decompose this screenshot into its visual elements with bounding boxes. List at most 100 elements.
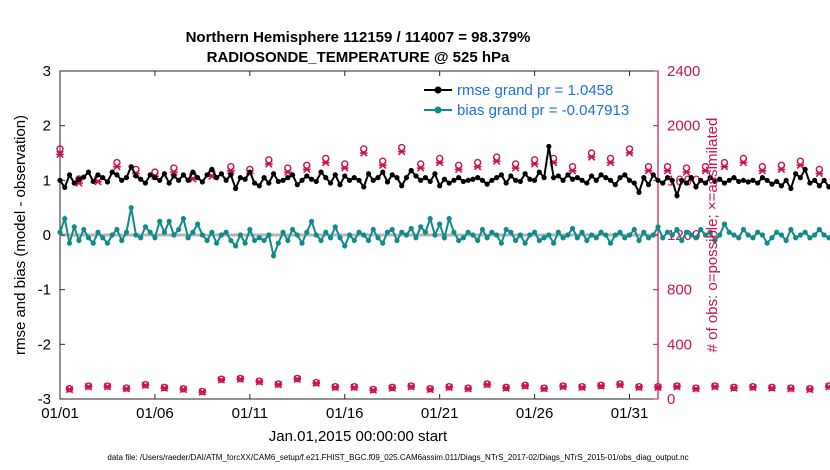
bias-point <box>318 237 324 244</box>
bias-point <box>494 232 500 238</box>
rmse-point <box>413 173 419 179</box>
chart-subtitle: RADIOSONDE_TEMPERATURE @ 525 hPa <box>207 49 510 66</box>
rmse-point <box>484 181 490 187</box>
obs-assimilated-marker <box>673 382 681 391</box>
bias-point <box>346 232 353 238</box>
rmse-point <box>408 167 414 174</box>
rmse-point <box>432 171 438 177</box>
y2-tick-label: 2000 <box>667 118 700 135</box>
obs-assimilated-marker <box>711 382 719 391</box>
rmse-point <box>565 172 571 178</box>
bias-point <box>138 235 144 241</box>
obs-assimilated-marker <box>616 380 624 389</box>
bias-point <box>812 232 818 238</box>
obs-assimilated-marker <box>369 386 378 394</box>
bias-point <box>451 229 457 235</box>
rmse-point <box>109 169 115 175</box>
bias-point <box>251 237 258 244</box>
rmse-point <box>508 173 514 179</box>
obs-assimilated-marker <box>179 385 188 394</box>
bias-point <box>712 237 718 244</box>
bias-point <box>147 229 153 235</box>
rmse-point <box>437 183 443 189</box>
rmse-point <box>679 177 685 183</box>
obs-assimilated-marker <box>806 385 814 394</box>
bias-point <box>702 232 709 238</box>
bias-point <box>280 229 286 235</box>
bias-point <box>750 235 756 241</box>
bias-point <box>62 216 68 222</box>
y-tick-label: -1 <box>38 282 51 299</box>
obs-assimilated-marker <box>521 382 529 390</box>
rmse-point <box>380 169 386 175</box>
bias-point <box>237 232 243 238</box>
rmse-point <box>166 180 172 186</box>
bias-point <box>289 226 296 233</box>
bias-point <box>631 226 637 233</box>
rmse-point <box>636 189 642 195</box>
obs-assimilated-marker <box>388 384 397 392</box>
rmse-point <box>327 180 334 186</box>
bias-point <box>270 253 277 259</box>
obs-assimilated-marker <box>113 162 121 171</box>
rmse-point <box>304 173 310 179</box>
rmse-point <box>546 143 552 150</box>
x-tick-label: 01/01 <box>41 405 79 422</box>
obs-assimilated-marker <box>198 388 207 396</box>
rmse-point <box>731 175 737 181</box>
obs-assimilated-marker <box>397 147 406 156</box>
rmse-point <box>541 175 547 181</box>
x-tick-label: 01/31 <box>611 405 649 422</box>
obs-assimilated-marker <box>227 167 235 175</box>
bias-point <box>565 232 571 238</box>
y-tick-label: -2 <box>38 336 51 353</box>
x-tick-label: 01/21 <box>421 405 459 422</box>
rmse-point <box>318 169 324 175</box>
rmse-point <box>399 183 405 189</box>
obs-assimilated-marker <box>56 150 64 159</box>
rmse-point <box>223 177 229 183</box>
bias-point <box>470 232 476 238</box>
bias-point <box>536 237 542 244</box>
x-axis-label: Jan.01,2015 00:00:00 start <box>269 428 448 445</box>
bias-point <box>370 226 376 233</box>
legend-rmse-marker <box>434 86 442 94</box>
rmse-point <box>294 182 300 188</box>
legend-bias-label: bias grand pr = -0.047913 <box>457 102 629 119</box>
bias-point <box>432 232 438 238</box>
x-tick-label: 01/06 <box>136 405 174 422</box>
rmse-point <box>370 177 376 183</box>
rmse-point <box>655 177 661 183</box>
rmse-point <box>299 177 305 183</box>
rmse-point <box>133 173 139 179</box>
obs-assimilated-marker <box>777 165 786 174</box>
bias-point <box>522 240 528 246</box>
y-tick-label: 1 <box>43 172 51 189</box>
obs-assimilated-marker <box>692 384 700 393</box>
bias-point <box>285 237 291 244</box>
bias-point <box>299 240 305 246</box>
rmse-point <box>631 180 637 186</box>
obs-assimilated-marker <box>293 375 302 383</box>
bias-point <box>593 235 599 241</box>
bias-point <box>759 232 766 238</box>
bias-point <box>465 229 471 235</box>
obs-assimilated-marker <box>559 382 567 391</box>
y2-axis-label: # of obs: o=possible; ×=assimilated <box>704 118 721 353</box>
rmse-point <box>180 172 186 178</box>
rmse-point <box>214 175 220 181</box>
rmse-point <box>332 172 338 178</box>
rmse-point <box>81 174 87 180</box>
rmse-point <box>242 176 248 182</box>
rmse-point <box>569 176 576 182</box>
rmse-point <box>755 180 761 186</box>
obs-possible-marker <box>56 145 64 153</box>
y-axis-ticks: 3 2 1 0 -1 -2 -3 <box>38 63 65 408</box>
rmse-point <box>308 176 315 182</box>
bias-point <box>384 229 391 235</box>
bias-point <box>674 226 680 233</box>
rmse-point <box>536 169 542 175</box>
rmse-point <box>451 177 457 183</box>
y2-tick-label: 2400 <box>667 63 700 80</box>
rmse-point <box>233 185 239 192</box>
